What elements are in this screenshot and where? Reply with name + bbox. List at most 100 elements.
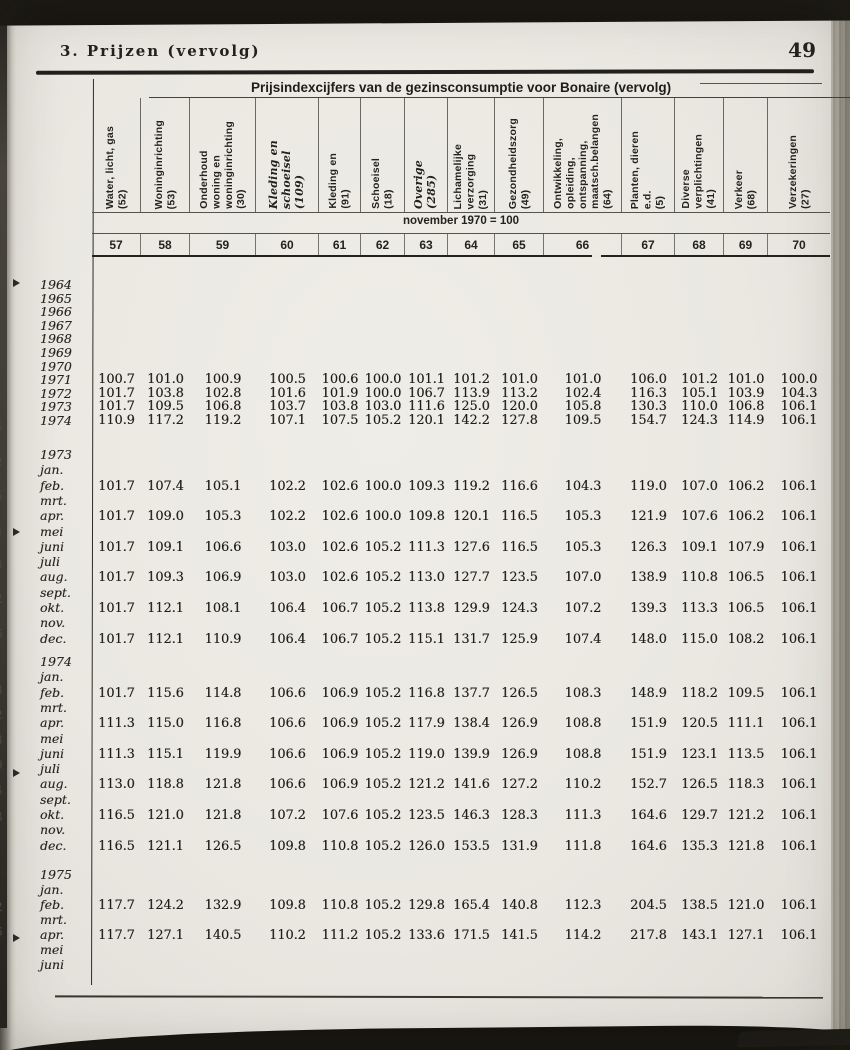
column-header-61: Kleding en (91) <box>319 98 361 212</box>
value-col-59: 121.8 <box>204 777 242 793</box>
value-col-61: 106.9 <box>321 685 359 701</box>
value-col-58: 117.2 <box>147 413 184 428</box>
value-col-63: 101.1 <box>408 372 445 388</box>
column-header-70: Verzekeringen (27) <box>768 98 830 212</box>
column-number-70: 70 <box>792 237 806 252</box>
value-col-69: 114.9 <box>727 413 765 428</box>
column-number-68: 68 <box>675 234 724 255</box>
row-label-1969: 1969 <box>40 345 72 360</box>
value-col-70: 106.1 <box>780 685 818 701</box>
value-col-65: 124.3 <box>501 601 538 616</box>
value-col-67: 148.9 <box>630 685 667 701</box>
value-col-69: 118.3 <box>727 777 765 793</box>
value-col-70: 106.1 <box>780 746 818 762</box>
column-header-label: Kleding en (91) <box>327 153 352 209</box>
value-col-67: 116.3 <box>630 385 667 401</box>
value-col-68: 101.2 <box>681 372 718 388</box>
value-col-59: 105.1 <box>204 478 242 494</box>
value-col-64: 141.6 <box>453 777 490 793</box>
value-col-63: 117.9 <box>408 716 445 732</box>
value-col-65: 123.5 <box>501 570 538 586</box>
value-col-70: 106.1 <box>780 478 818 494</box>
value-col-58: 109.5 <box>147 399 184 415</box>
value-col-60: 109.8 <box>269 838 306 854</box>
column-header-65: Gezondheidszorg (49) <box>495 98 544 212</box>
value-col-64: 125.0 <box>453 399 490 415</box>
row-label-dec: dec. <box>40 630 67 646</box>
value-col-62: 105.2 <box>364 413 402 428</box>
value-col-68: 107.6 <box>681 509 718 525</box>
data-row-1974-dec: 116.5 121.1 126.5 109.8 110.8 105.2 126.0 153.5… <box>92 839 830 854</box>
value-col-64: 131.7 <box>453 631 490 647</box>
data-row-1975-apr-mei: 117.7 127.1 140.5 110.2 111.2 105.2 133.6 171.5… <box>92 928 830 943</box>
value-col-69: 101.0 <box>727 372 765 388</box>
margin-cutoff-digit: 8 <box>0 810 9 824</box>
value-col-64: 137.7 <box>453 685 490 701</box>
value-col-62: 105.2 <box>364 716 402 732</box>
column-number-66: 66 <box>544 234 622 255</box>
value-col-70: 106.1 <box>780 399 818 415</box>
value-col-68: 135.3 <box>681 838 718 854</box>
value-col-61: 106.9 <box>321 716 359 732</box>
value-col-68: 124.3 <box>681 413 718 428</box>
column-header-label: Schoeisel (18) <box>370 158 395 209</box>
value-col-63: 119.0 <box>408 746 445 762</box>
value-col-59: 132.9 <box>204 898 242 913</box>
value-col-65: 126.9 <box>501 716 538 732</box>
column-header-63: Overige (285) <box>405 98 448 212</box>
value-col-59: 140.5 <box>204 928 242 943</box>
value-col-62: 105.2 <box>364 539 402 555</box>
margin-cutoff-digit: 2 <box>0 455 9 469</box>
title-underline <box>149 97 850 98</box>
value-col-65: 120.0 <box>501 399 538 415</box>
column-header-label: Diverse verplichtingen (41) <box>680 134 718 209</box>
column-header-67: Planten, dieren e.d. (5) <box>622 98 675 212</box>
value-col-60: 106.6 <box>269 777 306 793</box>
value-col-58: 112.1 <box>147 601 184 616</box>
value-col-61: 101.9 <box>321 385 359 401</box>
margin-cutoff-digit: 5 <box>0 420 9 434</box>
value-col-69: 113.5 <box>727 746 765 762</box>
value-col-61: 102.6 <box>321 570 359 586</box>
value-col-61: 102.6 <box>321 478 359 494</box>
value-col-63: 121.2 <box>408 777 445 793</box>
value-col-58: 109.3 <box>147 570 184 586</box>
value-col-66: 107.0 <box>564 570 602 586</box>
row-label-aug: aug. <box>40 569 68 585</box>
row-block-1975: 1975 jan. feb. mrt. apr. mei juni 117.7 124.2 132… <box>35 867 830 972</box>
value-col-66: 105.8 <box>564 399 602 415</box>
margin-cutoff-digit: 0 <box>0 758 9 772</box>
row-label-1966: 1966 <box>40 304 72 320</box>
data-row-1974-apr-mei: 111.3 115.0 116.8 106.6 106.9 105.2 117.9 138.4… <box>92 716 830 731</box>
value-col-62: 105.2 <box>364 898 402 913</box>
section-heading: 3. Prijzen (vervolg) <box>60 42 261 60</box>
column-number-62: 62 <box>361 234 405 255</box>
value-col-62: 105.2 <box>364 631 402 647</box>
value-col-69: 106.5 <box>727 601 765 616</box>
value-col-65: 131.9 <box>501 838 538 854</box>
value-col-57: 111.3 <box>98 746 135 762</box>
column-header-label: Onderhoud woning en woninginrichting (30… <box>197 121 247 209</box>
margin-cutoff-digit: 2 <box>0 592 9 606</box>
column-header-64: Lichamelijke verzorging (31) <box>448 98 495 212</box>
value-col-69: 107.9 <box>727 539 765 555</box>
value-col-57: 101.7 <box>98 385 135 401</box>
row-label-1968: 1968 <box>40 331 72 347</box>
column-header-label: Gezondheidszorg (49) <box>506 117 531 209</box>
value-col-61: 107.5 <box>321 413 359 428</box>
row-label-1972: 1972 <box>40 385 72 401</box>
value-col-68: 143.1 <box>681 928 718 943</box>
data-row-1973: 101.7 109.5 106.8 103.7 103.8 103.0 111.6 125.0… <box>92 399 830 414</box>
value-col-69: 121.2 <box>727 808 765 823</box>
margin-cutoff-digit: 2 <box>0 708 9 722</box>
column-number-67: 67 <box>622 234 675 255</box>
value-col-66: 114.2 <box>564 928 602 943</box>
margin-cutoff-digit: 6 <box>0 925 9 939</box>
value-col-70: 106.1 <box>780 601 818 616</box>
value-col-58: 112.1 <box>147 631 184 647</box>
row-label-okt: okt. <box>40 807 65 822</box>
margin-cutoff-digit: 8 <box>0 683 9 697</box>
row-label-nov: nov. <box>40 615 66 631</box>
value-col-66: 105.3 <box>564 539 602 555</box>
value-col-62: 100.0 <box>364 385 402 401</box>
